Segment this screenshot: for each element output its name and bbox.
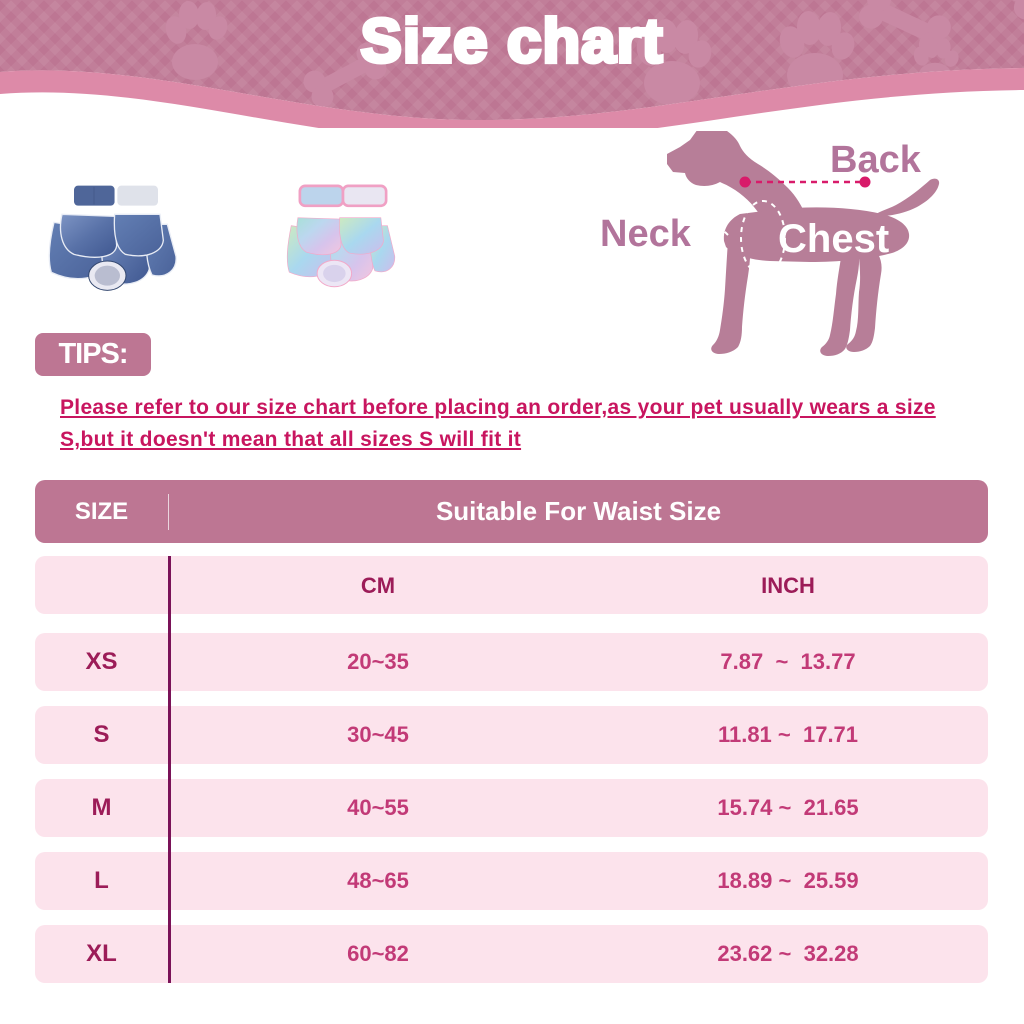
svg-text:Neck: Neck: [600, 213, 692, 255]
svg-text:Back: Back: [830, 139, 922, 181]
svg-text:Chest: Chest: [778, 217, 889, 261]
